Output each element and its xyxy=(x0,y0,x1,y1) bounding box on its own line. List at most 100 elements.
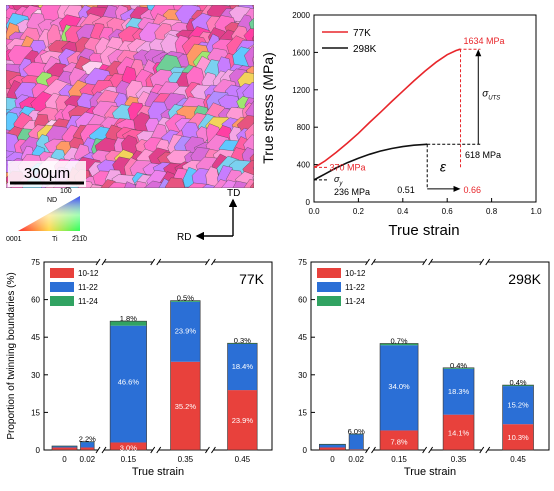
bar-value-label: 0.7% xyxy=(391,336,408,345)
bar-ytick-label: 0 xyxy=(36,446,41,455)
ipf-nd-label: ND xyxy=(47,197,57,204)
bar-outline xyxy=(319,443,346,451)
axis-break-mark xyxy=(485,258,491,266)
axis-break-mark xyxy=(205,446,210,454)
axis-break-gap xyxy=(481,448,488,452)
bar-legend-label: 11-22 xyxy=(345,283,365,292)
ipf-right-label: 2̅11̅0 xyxy=(72,235,87,243)
bar-legend-label: 10-12 xyxy=(78,269,99,278)
bar-value-label: 23.9% xyxy=(232,416,254,425)
stress-xtick-label: 0.6 xyxy=(442,207,454,216)
stress-series-group: 77K 298K xyxy=(313,28,461,181)
stress-legend-label: 77K xyxy=(353,28,371,39)
bar-value-label: 35.2% xyxy=(175,402,197,411)
bar-legend-label: 11-24 xyxy=(345,297,365,306)
bar-legend-swatch xyxy=(317,296,341,306)
bar-segment xyxy=(80,447,95,450)
bar-segment xyxy=(319,444,346,448)
bar-legend-label: 11-22 xyxy=(78,283,98,292)
ipf-left-label: 0001 xyxy=(6,236,22,243)
bar-segment xyxy=(170,301,201,362)
axis-break-mark xyxy=(101,446,107,454)
bar-value-label: 0.4% xyxy=(450,361,467,370)
twinning-chart-77k: 0 15 30 45 60 75 Proportion of twinning bounda… xyxy=(6,258,273,478)
axis-break-mark xyxy=(422,446,428,454)
bar-ytick-label: 0 xyxy=(303,446,308,455)
bar-category-label: 0.02 xyxy=(348,455,364,464)
scale-bar-label: 300μm xyxy=(24,165,70,182)
strain-298-label: 0.51 xyxy=(397,185,415,195)
bar-category-label: 0 xyxy=(330,455,335,464)
bar-segment xyxy=(51,447,78,450)
stress-ytick-label: 0 xyxy=(306,198,311,207)
axis-break-gap xyxy=(152,260,159,264)
bar-value-label: 34.0% xyxy=(388,382,410,391)
bar-segment xyxy=(349,449,364,450)
grain xyxy=(205,166,221,188)
bar-segment xyxy=(319,447,346,450)
axis-break-mark xyxy=(150,258,156,266)
stress-xtick-label: 0.0 xyxy=(308,207,320,216)
stress-ytick-label: 2000 xyxy=(292,11,310,20)
axis-break-mark xyxy=(365,258,370,266)
ipf-triangle-shade xyxy=(18,196,80,231)
bar-value-label: 15.2% xyxy=(507,400,529,409)
bar-ytick-label: 45 xyxy=(31,333,40,342)
bar-segment xyxy=(380,343,419,346)
bar-category-label: 0.45 xyxy=(235,455,251,464)
grain-map xyxy=(6,5,254,188)
bar-segment xyxy=(170,361,201,450)
sigma-uts-arrowhead xyxy=(475,49,482,57)
ipf-colour-key: ND 10̅0 0001 Ti 2̅11̅0 xyxy=(6,187,87,243)
grain xyxy=(244,46,254,69)
stress-series-line xyxy=(313,48,461,169)
stress-ytick-label: 1600 xyxy=(292,48,310,57)
bar-legend-swatch xyxy=(317,282,341,292)
axis-break-gap xyxy=(481,260,488,264)
axis-break-mark xyxy=(156,258,162,266)
bar-legend-swatch xyxy=(50,282,74,292)
grain xyxy=(165,177,186,188)
bar-value-label: 18.4% xyxy=(232,362,254,371)
bar-category-label: 0.35 xyxy=(178,455,194,464)
grain xyxy=(252,56,254,66)
axis-break-mark xyxy=(95,258,101,266)
bar-category-label: 0.02 xyxy=(80,455,96,464)
bar-segment xyxy=(502,386,534,425)
uts-77-label: 1634 MPa xyxy=(464,36,505,46)
grain xyxy=(124,181,137,188)
bar-legend-label: 11-24 xyxy=(78,297,98,306)
axis-break-gap xyxy=(98,260,104,264)
bar-segment xyxy=(227,390,258,450)
stress-ytick-label: 800 xyxy=(297,123,311,132)
ipf-element-label: Ti xyxy=(52,236,58,243)
bar-outline xyxy=(502,384,534,451)
axis-break-mark xyxy=(485,446,491,454)
stress-annotations: 1634 MPa σUTS 618 MPa ε 0.51 0.66 370 MPa σy236… xyxy=(314,36,505,197)
axis-break-mark xyxy=(422,258,428,266)
bar-legend-swatch xyxy=(50,268,74,278)
stress-xtick-label: 0.4 xyxy=(397,207,409,216)
stress-ylabel: True stress (MPa) xyxy=(260,52,276,164)
axis-break-mark xyxy=(479,258,485,266)
stress-ytick-label: 400 xyxy=(297,161,311,170)
axis-break-mark xyxy=(150,446,156,454)
bar-segment xyxy=(443,367,475,369)
ipf-top-label: 10̅0 xyxy=(60,187,72,195)
bar-legend-label: 10-12 xyxy=(345,269,366,278)
grain xyxy=(250,181,254,188)
axis-break-mark xyxy=(205,258,210,266)
bar-outline xyxy=(227,342,258,451)
bar-value-label: 1.8% xyxy=(120,314,137,323)
bar-ytick-label: 15 xyxy=(31,408,40,417)
bar-segment xyxy=(110,442,147,450)
grain xyxy=(252,5,254,10)
axis-break-mark xyxy=(428,446,434,454)
bar-outline xyxy=(109,320,147,451)
bar-chart-title: 298K xyxy=(508,271,541,287)
bar-ytick-label: 75 xyxy=(298,258,307,267)
bar-value-label: 10.3% xyxy=(507,433,529,442)
axis-break-gap xyxy=(424,260,431,264)
bar-category-label: 0.15 xyxy=(121,455,137,464)
stress-xtick-label: 0.8 xyxy=(486,207,498,216)
